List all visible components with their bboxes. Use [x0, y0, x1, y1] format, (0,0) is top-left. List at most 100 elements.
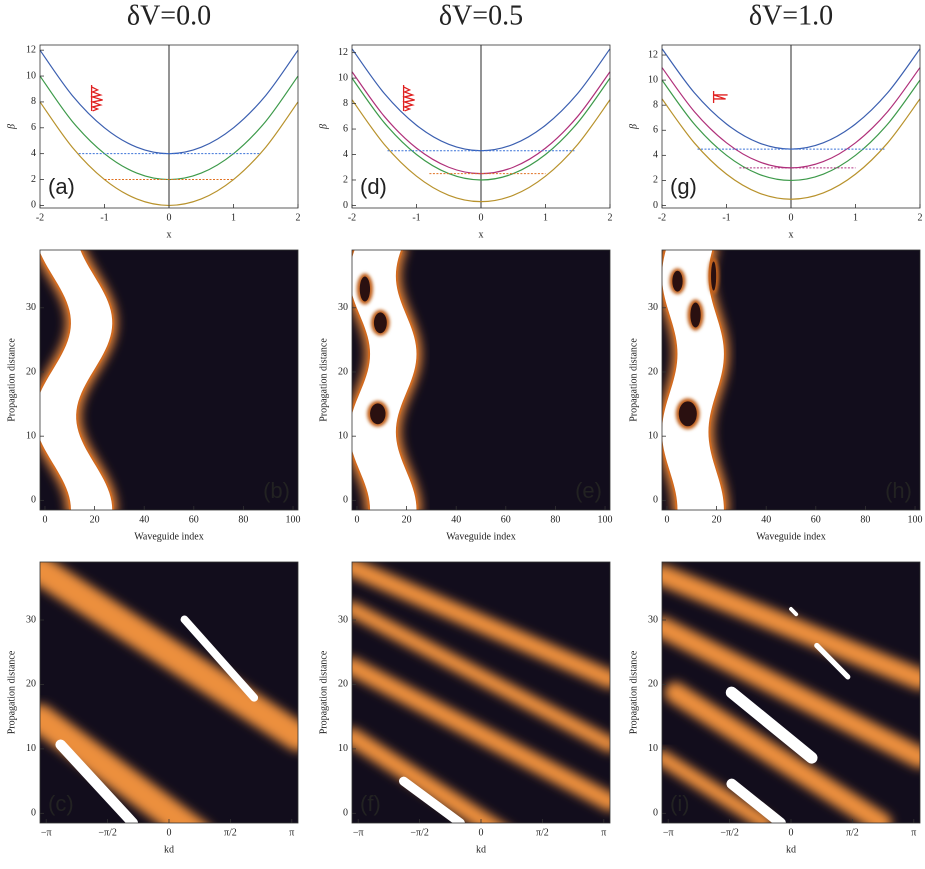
x-tick-label: 2 — [918, 212, 923, 223]
y-tick-label: 0 — [653, 200, 658, 211]
y-tick-label: 10 — [648, 74, 658, 85]
x-tick-label: 40 — [451, 514, 461, 525]
panel-label: (c) — [48, 791, 74, 816]
x-axis-label: Waveguide index — [446, 531, 515, 542]
intensity-core — [180, 615, 259, 702]
x-tick-label: 0 — [789, 827, 794, 838]
intensity-band — [662, 749, 774, 823]
panel-label: (g) — [670, 174, 697, 199]
y-tick-label: 10 — [338, 430, 348, 441]
y-tick-label: 4 — [31, 148, 36, 159]
x-tick-label: -1 — [722, 212, 730, 223]
y-tick-label: 12 — [648, 49, 658, 60]
x-tick-label: 100 — [286, 514, 301, 525]
x-tick-label: 2 — [296, 212, 301, 223]
x-tick-label: 100 — [598, 514, 613, 525]
x-tick-label: -2 — [658, 212, 666, 223]
column-title: δV=1.0 — [749, 0, 833, 31]
intensity-core — [789, 607, 799, 617]
x-tick-label: 0 — [167, 212, 172, 223]
intensity-band — [40, 562, 298, 752]
y-tick-label: 30 — [338, 302, 348, 313]
x-tick-label: 80 — [238, 514, 248, 525]
intensity-hole — [672, 270, 683, 292]
x-tick-label: π/2 — [536, 827, 549, 838]
y-tick-label: 10 — [26, 430, 36, 441]
intensity-hole — [678, 401, 697, 427]
plot-frame — [39, 249, 299, 511]
x-tick-label: 60 — [811, 514, 821, 525]
band-curve — [661, 98, 921, 200]
x-tick-label: 80 — [860, 514, 870, 525]
column-title: δV=0.5 — [439, 0, 523, 31]
x-tick-label: 100 — [908, 514, 923, 525]
y-tick-label: 10 — [338, 72, 348, 83]
x-tick-label: 1 — [543, 212, 548, 223]
y-tick-label: 0 — [653, 808, 658, 819]
y-tick-label: 4 — [343, 149, 348, 160]
density-map — [352, 562, 610, 823]
panel-label: (f) — [360, 791, 381, 816]
beam-sketch — [712, 90, 728, 103]
y-tick-label: 20 — [648, 679, 658, 690]
intensity-core — [352, 250, 417, 510]
intensity-hole — [373, 312, 387, 334]
x-tick-label: π — [601, 827, 606, 838]
intensity-band — [40, 704, 207, 823]
x-tick-label: 20 — [90, 514, 100, 525]
x-tick-label: 1 — [231, 212, 236, 223]
y-tick-label: 30 — [648, 302, 658, 313]
density-map — [40, 562, 298, 823]
band-curve — [351, 48, 611, 152]
y-tick-label: 20 — [338, 366, 348, 377]
beam-sketch — [90, 84, 103, 112]
intensity-core — [55, 739, 139, 823]
y-axis-label: Propagation distance — [6, 650, 17, 734]
y-tick-label: 8 — [653, 99, 658, 110]
y-tick-label: 0 — [343, 200, 348, 211]
y-tick-label: 20 — [338, 679, 348, 690]
y-tick-label: 0 — [343, 495, 348, 506]
density-map — [352, 250, 610, 510]
x-tick-label: 0 — [42, 514, 47, 525]
y-tick-label: 0 — [31, 808, 36, 819]
y-tick-label: 10 — [26, 70, 36, 81]
y-tick-label: 4 — [653, 150, 658, 161]
y-tick-label: 20 — [26, 366, 36, 377]
x-axis-label: Waveguide index — [134, 531, 203, 542]
density-map — [662, 562, 920, 823]
intensity-core — [662, 250, 724, 510]
intensity-hole — [359, 276, 371, 302]
y-tick-label: 0 — [31, 200, 36, 211]
intensity-band — [662, 616, 920, 769]
x-axis-label: x — [789, 229, 794, 240]
x-axis-label: x — [479, 229, 484, 240]
x-tick-label: 80 — [550, 514, 560, 525]
x-axis-label: Waveguide index — [756, 531, 825, 542]
x-tick-label: 20 — [402, 514, 412, 525]
intensity-band — [662, 564, 920, 690]
x-tick-label: -1 — [412, 212, 420, 223]
x-tick-label: π — [911, 827, 916, 838]
y-tick-label: 2 — [31, 174, 36, 185]
x-tick-label: 0 — [479, 827, 484, 838]
x-axis-label: kd — [164, 844, 174, 855]
intensity-band — [664, 682, 892, 823]
y-tick-label: 20 — [648, 366, 658, 377]
y-tick-label: 0 — [653, 495, 658, 506]
x-tick-label: 20 — [712, 514, 722, 525]
plot-frame — [661, 249, 921, 511]
y-tick-label: 0 — [31, 495, 36, 506]
intensity-hole — [690, 302, 701, 328]
band-curve — [661, 79, 921, 182]
intensity-core — [40, 250, 113, 510]
x-axis-label: kd — [786, 844, 796, 855]
y-tick-label: 0 — [343, 808, 348, 819]
x-tick-label: 40 — [761, 514, 771, 525]
y-tick-label: 2 — [653, 175, 658, 186]
y-axis-label: β — [318, 124, 329, 130]
y-tick-label: 10 — [26, 743, 36, 754]
intensity-hole — [370, 403, 386, 425]
intensity-core — [399, 776, 465, 823]
panel-label: (h) — [885, 478, 912, 503]
